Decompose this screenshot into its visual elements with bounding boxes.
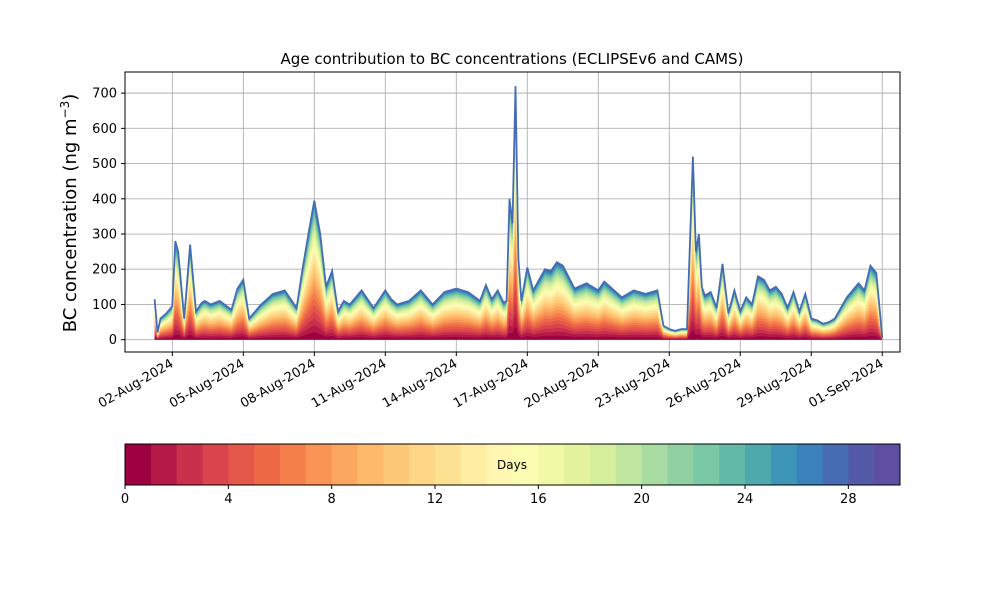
x-tick-label: 14-Aug-2024 bbox=[380, 356, 460, 411]
colorbar-swatch bbox=[667, 444, 694, 485]
x-tick-label: 11-Aug-2024 bbox=[309, 356, 389, 411]
colorbar-swatch bbox=[383, 444, 410, 485]
x-tick-label: 23-Aug-2024 bbox=[593, 356, 673, 411]
y-axis-label-main: BC concentration (ng m bbox=[60, 118, 81, 332]
y-tick-label: 0 bbox=[109, 333, 117, 348]
colorbar-swatch bbox=[357, 444, 384, 485]
colorbar-swatch bbox=[848, 444, 875, 485]
colorbar-swatch bbox=[693, 444, 720, 485]
x-tick-label: 20-Aug-2024 bbox=[522, 356, 602, 411]
y-axis-label: BC concentration (ng m−3) bbox=[58, 94, 81, 333]
x-tick-label: 01-Sep-2024 bbox=[806, 356, 886, 411]
y-tick-label: 400 bbox=[92, 192, 117, 207]
colorbar-swatch bbox=[280, 444, 307, 485]
colorbar-swatch bbox=[770, 444, 798, 485]
total-concentration-line bbox=[153, 86, 884, 338]
colorbar-swatch bbox=[512, 444, 539, 485]
y-tick-label: 700 bbox=[92, 87, 117, 102]
colorbar-swatch bbox=[305, 444, 333, 485]
y-axis: 0 100 200 300 400 500 600 700 bbox=[92, 87, 125, 348]
chart-title: Age contribution to BC concentrations (E… bbox=[281, 50, 744, 68]
colorbar-swatch bbox=[822, 444, 849, 485]
colorbar-swatch bbox=[796, 444, 823, 485]
colorbar-swatch bbox=[125, 444, 152, 485]
y-tick-label: 200 bbox=[92, 263, 117, 278]
age-band-area bbox=[154, 326, 883, 340]
colorbar-swatch bbox=[228, 444, 255, 485]
colorbar-swatch bbox=[331, 444, 358, 485]
x-tick-label: 08-Aug-2024 bbox=[238, 356, 318, 411]
colorbar-swatch bbox=[202, 444, 229, 485]
stacked-age-areas bbox=[153, 86, 884, 340]
colorbar-swatch bbox=[409, 444, 436, 485]
age-band-area bbox=[154, 300, 883, 340]
colorbar-swatch bbox=[590, 444, 617, 485]
colorbar-frame bbox=[124, 443, 901, 486]
colorbar-swatch bbox=[538, 444, 565, 485]
colorbar-tick-label: 0 bbox=[121, 492, 129, 507]
colorbar-swatch bbox=[176, 444, 203, 485]
y-tick-label: 600 bbox=[92, 122, 117, 137]
colorbar-swatch bbox=[460, 444, 488, 485]
colorbar-ticks: 0 4 8 12 16 20 24 28 bbox=[121, 485, 857, 507]
x-tick-label: 17-Aug-2024 bbox=[451, 356, 531, 411]
colorbar-tick-label: 24 bbox=[737, 492, 754, 507]
colorbar-tick-label: 28 bbox=[840, 492, 857, 507]
colorbar-swatch bbox=[486, 444, 513, 485]
colorbar-swatch bbox=[564, 444, 591, 485]
colorbar-tick-label: 16 bbox=[530, 492, 547, 507]
colorbar-swatch bbox=[254, 444, 281, 485]
colorbar bbox=[125, 444, 901, 485]
colorbar-swatch bbox=[745, 444, 772, 485]
y-axis-label-close: ) bbox=[60, 94, 81, 101]
colorbar-swatch bbox=[719, 444, 746, 485]
y-tick-label: 100 bbox=[92, 298, 117, 313]
y-axis-label-exponent: −3 bbox=[58, 101, 72, 119]
colorbar-tick-label: 8 bbox=[328, 492, 336, 507]
y-tick-label: 300 bbox=[92, 228, 117, 243]
plot-frame bbox=[124, 71, 901, 353]
colorbar-swatch bbox=[150, 444, 178, 485]
colorbar-tick-label: 4 bbox=[224, 492, 232, 507]
colorbar-tick-label: 12 bbox=[427, 492, 444, 507]
x-tick-label: 26-Aug-2024 bbox=[664, 356, 744, 411]
colorbar-tick-label: 20 bbox=[633, 492, 650, 507]
x-tick-label: 02-Aug-2024 bbox=[96, 356, 176, 411]
age-band-area bbox=[154, 287, 883, 340]
x-axis: 02-Aug-202405-Aug-202408-Aug-202411-Aug-… bbox=[96, 352, 886, 412]
colorbar-swatch bbox=[874, 444, 901, 485]
age-band-area bbox=[154, 313, 883, 340]
y-tick-label: 500 bbox=[92, 157, 117, 172]
x-tick-label: 29-Aug-2024 bbox=[735, 356, 815, 411]
colorbar-swatch bbox=[615, 444, 643, 485]
colorbar-label: Days bbox=[497, 458, 527, 472]
colorbar-swatch bbox=[641, 444, 668, 485]
x-tick-label: 05-Aug-2024 bbox=[167, 356, 247, 411]
colorbar-swatch bbox=[435, 444, 462, 485]
